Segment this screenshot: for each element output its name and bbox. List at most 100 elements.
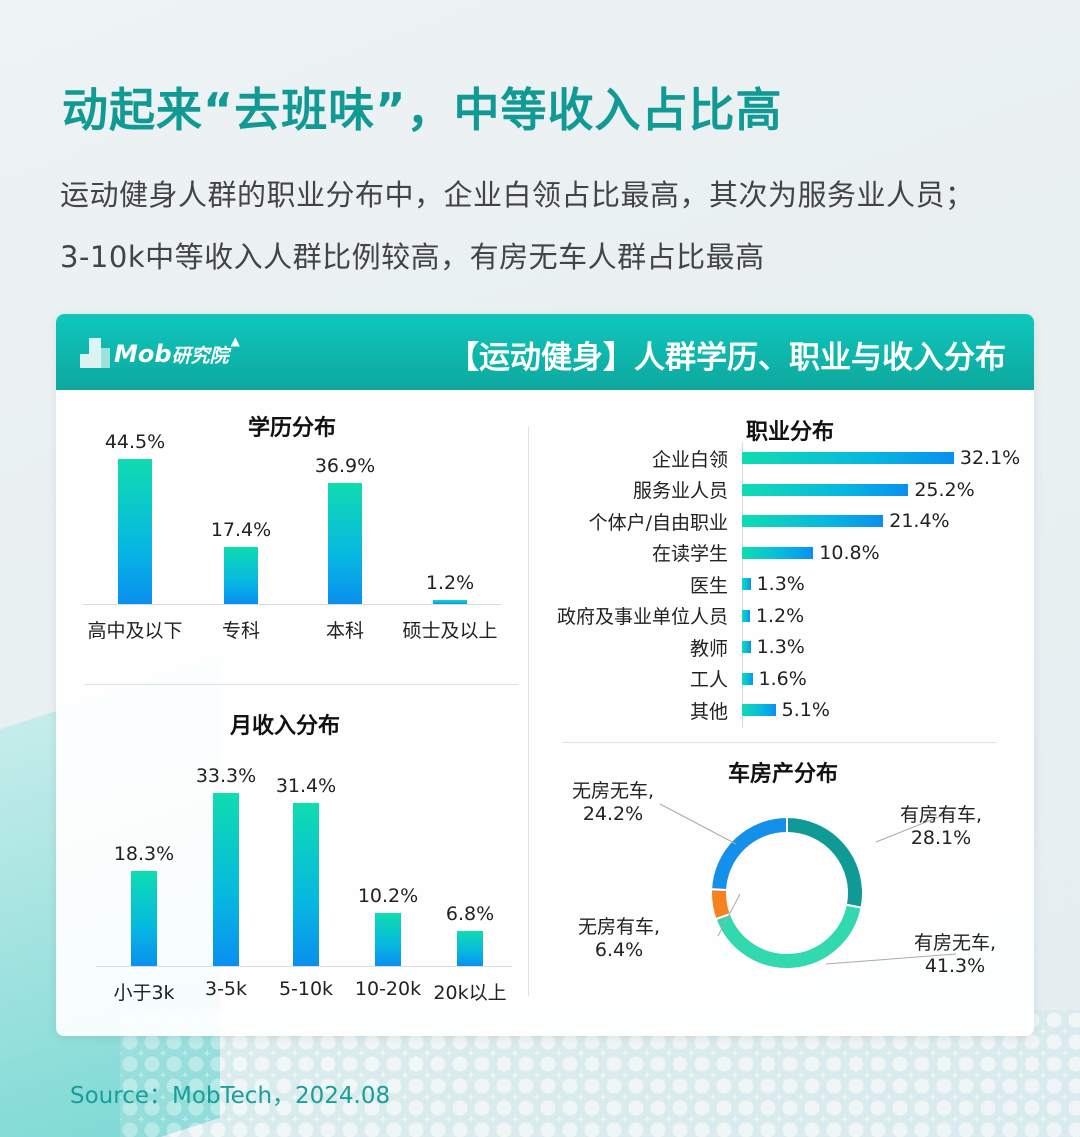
occupation-row: 企业白领 32.1% bbox=[552, 444, 1020, 472]
income-chart-title: 月收入分布 bbox=[230, 714, 341, 739]
x-axis-label: 小于3k bbox=[113, 982, 175, 1004]
occupation-label: 医生 bbox=[689, 574, 728, 597]
income-x-axis bbox=[96, 966, 512, 967]
occupation-label: 服务业人员 bbox=[632, 480, 728, 502]
bar-column: 1.2% bbox=[400, 572, 500, 604]
chart-card: Mob 研究院 ▲ 【运动健身】人群学历、职业与收入分布 学历分布 44.5% 1… bbox=[56, 314, 1034, 1036]
occupation-value: 21.4% bbox=[889, 510, 950, 532]
label-value: 28.1% bbox=[910, 827, 972, 849]
x-axis-label: 20k以上 bbox=[433, 982, 507, 1004]
occupation-row: 工人 1.6% bbox=[552, 665, 807, 693]
property-chart-title: 车房产分布 bbox=[728, 762, 839, 787]
occupation-value: 1.6% bbox=[758, 667, 807, 690]
donut-label-no-house-no-car: 无房无车, 24.2% bbox=[572, 780, 654, 826]
occupation-row: 在读学生 10.8% bbox=[552, 539, 880, 567]
occupation-row: 政府及事业单位人员 1.2% bbox=[552, 602, 804, 630]
donut-label-no-house-car: 无房有车, 6.4% bbox=[578, 916, 660, 962]
bar-value-label: 33.3% bbox=[195, 764, 257, 787]
bar-column: 18.3% bbox=[94, 843, 194, 966]
occupation-row: 教师 1.3% bbox=[552, 633, 805, 661]
right-divider bbox=[562, 742, 996, 743]
card-title: 【运动健身】人群学历、职业与收入分布 bbox=[448, 340, 1006, 376]
occupation-value: 1.3% bbox=[756, 573, 805, 595]
occupation-value: 25.2% bbox=[914, 478, 975, 501]
bar bbox=[224, 547, 258, 604]
occupation-value: 5.1% bbox=[781, 699, 830, 721]
x-axis-label: 硕士及以上 bbox=[402, 620, 498, 642]
label-name: 有房无车, bbox=[914, 932, 997, 954]
occupation-value: 1.2% bbox=[755, 604, 805, 627]
subtitle-line-1: 运动健身人群的职业分布中，企业白领占比最高，其次为服务业人员； bbox=[60, 178, 975, 212]
occupation-bar bbox=[742, 452, 954, 464]
occupation-bar-chart: 企业白领 32.1% 服务业人员 25.2% 个体户/自由职业 21.4% 在读学生 10.8… bbox=[552, 444, 1032, 734]
x-axis-label: 本科 bbox=[325, 620, 365, 642]
label-value: 6.4% bbox=[594, 939, 644, 961]
bar bbox=[213, 792, 239, 966]
label-value: 24.2% bbox=[582, 803, 644, 825]
donut-leader-lines bbox=[659, 803, 957, 965]
occupation-value: 1.3% bbox=[756, 636, 805, 658]
left-divider bbox=[84, 684, 518, 685]
x-axis-label: 高中及以下 bbox=[87, 620, 183, 642]
occupation-bar bbox=[742, 641, 751, 653]
education-chart-title: 学历分布 bbox=[248, 416, 337, 441]
bar-value-label: 10.2% bbox=[357, 884, 419, 907]
bar-value-label: 6.8% bbox=[445, 902, 495, 925]
label-name: 有房有车, bbox=[900, 804, 983, 826]
x-axis-label: 5-10k bbox=[278, 978, 334, 1000]
bar bbox=[375, 912, 401, 966]
graduation-cap-icon: ▲ bbox=[230, 334, 240, 348]
income-bar-chart: 18.3% 33.3% 31.4% 10.2% 6.8% bbox=[96, 754, 512, 966]
page-title: 动起来“去班味”，中等收入占比高 bbox=[62, 83, 783, 137]
bar bbox=[328, 483, 362, 604]
card-header: Mob 研究院 ▲ 【运动健身】人群学历、职业与收入分布 bbox=[56, 314, 1034, 390]
logo-text: Mob bbox=[114, 340, 172, 368]
occupation-label: 企业白领 bbox=[651, 448, 728, 471]
donut-segment bbox=[710, 815, 788, 892]
bar-value-label: 31.4% bbox=[275, 774, 337, 797]
occupation-row: 医生 1.3% bbox=[552, 570, 805, 598]
occupation-label: 其他 bbox=[689, 700, 728, 723]
bar-value-label: 17.4% bbox=[210, 519, 272, 542]
vertical-divider bbox=[528, 426, 529, 996]
donut-label-house-no-car: 有房无车, 41.3% bbox=[914, 932, 996, 978]
education-x-axis bbox=[82, 604, 502, 605]
label-value: 41.3% bbox=[924, 955, 986, 977]
bar-column: 31.4% bbox=[256, 775, 356, 966]
x-axis-label: 3-5k bbox=[204, 978, 248, 1000]
bar-column: 44.5% bbox=[85, 430, 185, 604]
mob-logo: Mob 研究院 ▲ bbox=[80, 334, 240, 368]
bar bbox=[118, 458, 152, 604]
bar-value-label: 18.3% bbox=[113, 842, 175, 865]
bar-column: 6.8% bbox=[420, 903, 520, 966]
occupation-bar bbox=[742, 578, 751, 590]
occupation-chart-title: 职业分布 bbox=[746, 420, 835, 445]
x-axis-label: 专科 bbox=[221, 620, 261, 642]
occupation-label: 教师 bbox=[689, 637, 728, 660]
occupation-label: 个体户/自由职业 bbox=[588, 511, 728, 534]
education-bar-chart: 44.5% 17.4% 36.9% 1.2% bbox=[82, 430, 502, 604]
occupation-bar bbox=[742, 704, 776, 716]
bar-value-label: 1.2% bbox=[425, 572, 475, 595]
occupation-bar bbox=[742, 483, 909, 496]
bar-column: 10.2% bbox=[338, 885, 438, 966]
label-name: 无房无车, bbox=[572, 780, 655, 802]
bar-column: 17.4% bbox=[191, 519, 291, 604]
occupation-bar bbox=[742, 609, 750, 622]
occupation-value: 10.8% bbox=[819, 541, 880, 564]
property-donut-chart bbox=[702, 808, 872, 978]
bar-column: 36.9% bbox=[295, 455, 395, 604]
bar-value-label: 44.5% bbox=[104, 430, 166, 453]
label-name: 无房有车, bbox=[578, 916, 661, 938]
bar bbox=[131, 870, 157, 966]
occupation-bar bbox=[742, 515, 884, 527]
occupation-label: 政府及事业单位人员 bbox=[556, 606, 728, 628]
occupation-row: 服务业人员 25.2% bbox=[552, 476, 975, 504]
occupation-bar bbox=[742, 546, 814, 559]
bar bbox=[293, 802, 319, 966]
donut-label-house-car: 有房有车, 28.1% bbox=[900, 804, 982, 850]
occupation-label: 工人 bbox=[689, 669, 728, 691]
logo-cn: 研究院 bbox=[171, 345, 229, 367]
occupation-value: 32.1% bbox=[959, 447, 1021, 469]
x-axis-label: 10-20k bbox=[354, 978, 422, 1000]
